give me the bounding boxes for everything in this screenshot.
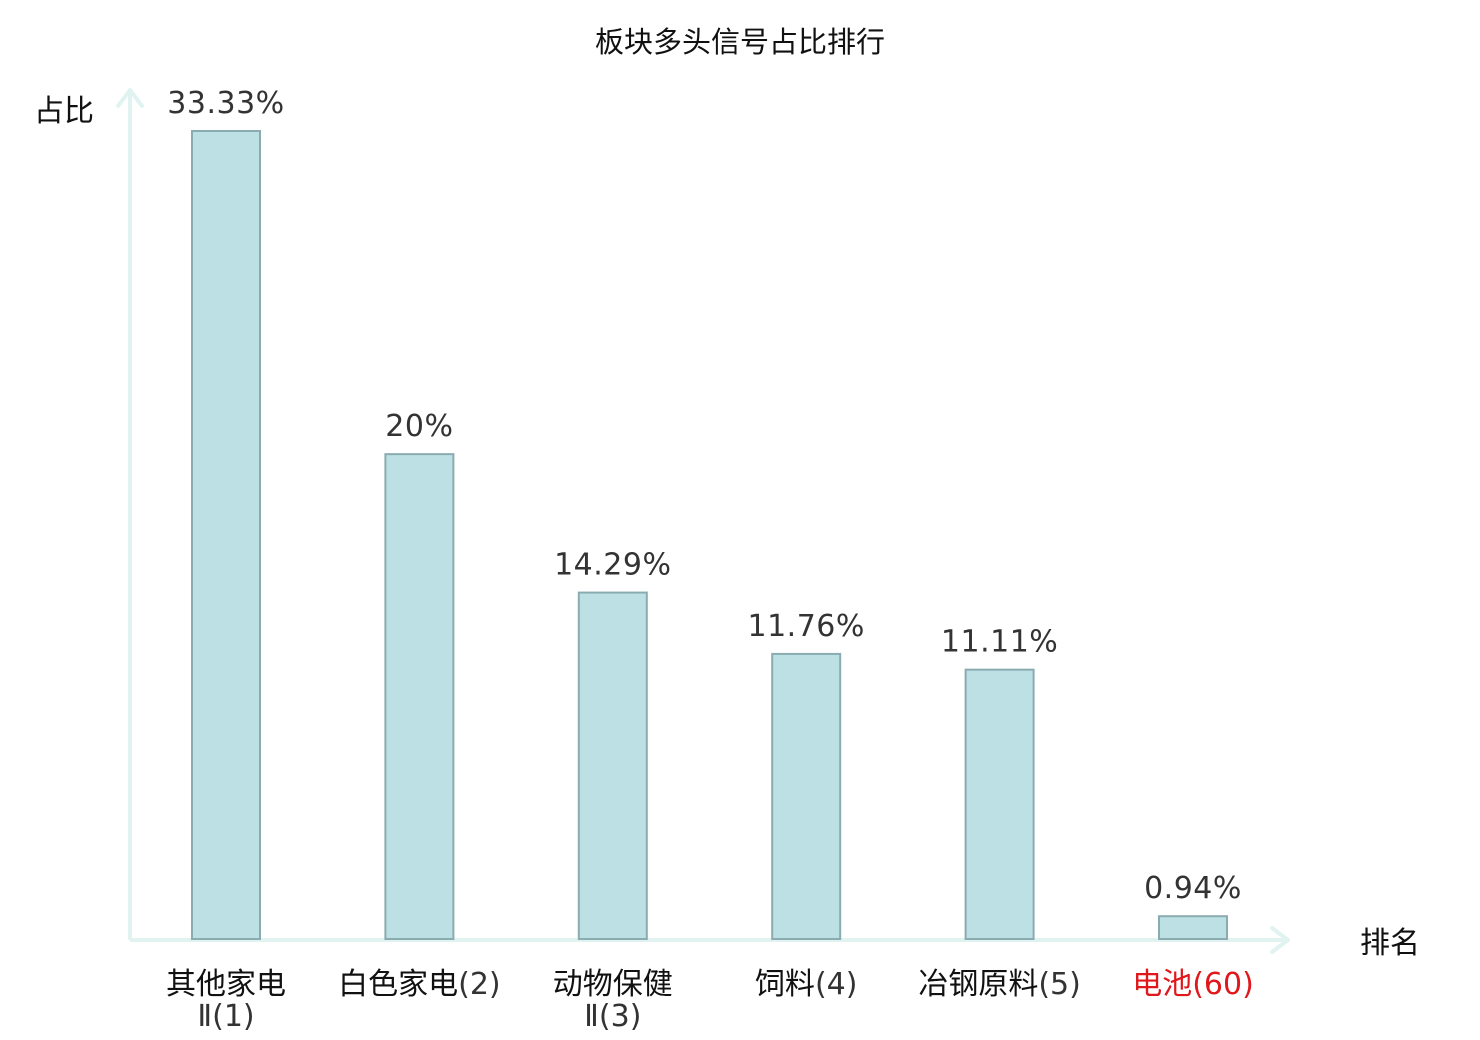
category-label: 冶钢原料(5) xyxy=(918,967,1081,1002)
x-axis-label: 排名 xyxy=(1360,926,1420,961)
category-rank: (2) xyxy=(458,967,501,1002)
bar xyxy=(964,668,1035,941)
bar xyxy=(384,453,455,940)
category-name: 其他家电 xyxy=(166,967,286,1002)
bar xyxy=(191,130,261,940)
data-label: 0.94% xyxy=(1144,871,1242,906)
category-rank: (4) xyxy=(815,967,858,1002)
category-tick-label: 饲料(4) xyxy=(755,967,858,1002)
data-label: 33.33% xyxy=(167,86,284,121)
category-label: 电池(60) xyxy=(1132,967,1254,1002)
category-label: 白色家电(2) xyxy=(338,967,501,1002)
category-label: 饲料(4) xyxy=(755,967,858,1002)
category-tick-label: 冶钢原料(5) xyxy=(918,967,1081,1002)
data-label: 11.11% xyxy=(941,625,1058,660)
value-labels-group: 33.33% 20% 14.29% 11.76% 11.11% 0.94% xyxy=(167,86,1242,906)
category-name: 电池 xyxy=(1132,967,1192,1002)
category-name: 动物保健 xyxy=(553,967,673,1002)
bars-group xyxy=(191,130,1228,941)
category-name: 白色家电 xyxy=(338,967,458,1002)
chart-axes xyxy=(116,88,1290,954)
category-tick-label: 白色家电(2) xyxy=(338,967,501,1002)
category-rank: (5) xyxy=(1038,967,1081,1002)
bar xyxy=(1158,915,1228,940)
bar xyxy=(771,652,842,941)
category-rank: Ⅱ(3) xyxy=(584,999,641,1034)
category-tick-label: 电池(60) xyxy=(1132,967,1254,1002)
bar xyxy=(577,591,648,940)
data-label: 11.76% xyxy=(748,609,865,644)
data-label: 14.29% xyxy=(554,548,671,583)
chart-title: 板块多头信号占比排行 xyxy=(595,25,885,59)
category-rank: Ⅱ(1) xyxy=(197,999,254,1034)
x-axis-arrow xyxy=(1270,926,1290,954)
y-axis-label: 占比 xyxy=(34,94,94,129)
category-name: 冶钢原料 xyxy=(918,967,1038,1002)
category-name: 饲料 xyxy=(755,967,815,1002)
data-label: 20% xyxy=(385,409,453,444)
category-rank: (60) xyxy=(1192,967,1254,1002)
y-axis-arrow xyxy=(116,88,144,108)
